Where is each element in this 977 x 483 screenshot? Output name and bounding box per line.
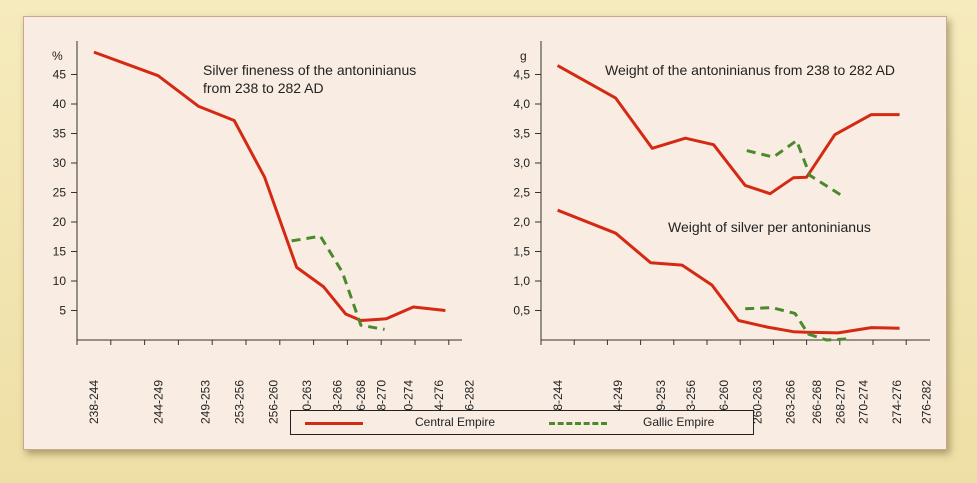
- y-tick-label: 20: [53, 215, 67, 229]
- series-line-2: [746, 139, 843, 197]
- y-tick-label: 45: [53, 68, 67, 82]
- legend: Central Empire Gallic Empire: [290, 410, 754, 435]
- chart-subtitle: Weight of silver per antoninianus: [668, 219, 871, 235]
- legend-central-swatch: [305, 422, 363, 425]
- y-tick-label: 5: [59, 304, 66, 318]
- y-tick-label: 3,0: [513, 156, 530, 170]
- y-tick-label: 10: [53, 274, 67, 288]
- y-tick-label: 3,5: [513, 127, 530, 141]
- y-tick-label: 40: [53, 97, 67, 111]
- chart-title: Silver fineness of the antoninianus: [203, 62, 416, 78]
- chart-1: % 5 10 15 20 25 30 35 40 45 238-244 244-249 249-253 2…: [52, 41, 476, 424]
- y-unit-label: g: [520, 49, 527, 63]
- x-tick-label: 274-276: [890, 380, 904, 424]
- y-tick-label: 25: [53, 186, 67, 200]
- x-tick-label: 268-270: [833, 380, 847, 424]
- y-tick-label: 1,0: [513, 274, 530, 288]
- series-line-3: [557, 208, 900, 335]
- x-tick-label: 249-253: [199, 380, 213, 424]
- legend-central-label: Central Empire: [415, 415, 496, 429]
- x-tick-label: 266-268: [810, 380, 824, 424]
- y-tick-label: 1,5: [513, 245, 530, 259]
- series-line-1: [556, 64, 900, 196]
- x-tick-label: 270-274: [857, 380, 871, 424]
- y-tick-label: 35: [53, 127, 67, 141]
- y-tick-label: 0,5: [513, 304, 530, 318]
- series-line-2: [291, 234, 385, 331]
- x-tick-label: 253-256: [233, 380, 247, 424]
- x-tick-label: 256-260: [266, 380, 280, 424]
- legend-gallic-swatch: [549, 422, 607, 425]
- y-tick-label: 4,0: [513, 97, 530, 111]
- y-unit-label: %: [52, 49, 63, 63]
- x-tick-label: 244-249: [151, 380, 165, 424]
- x-tick-label: 276-282: [920, 380, 934, 424]
- x-tick-label: 263-266: [784, 380, 798, 424]
- chart-title: from 238 to 282 AD: [203, 80, 324, 96]
- series-line-1: [93, 50, 446, 322]
- y-tick-label: 30: [53, 156, 67, 170]
- y-tick-label: 2,5: [513, 186, 530, 200]
- x-tick-label: 238-244: [87, 380, 101, 424]
- chart-title: Weight of the antoninianus from 238 to 2…: [605, 62, 895, 78]
- y-tick-label: 2,0: [513, 215, 530, 229]
- y-tick-label: 4,5: [513, 68, 530, 82]
- legend-gallic-label: Gallic Empire: [643, 415, 715, 429]
- series-line-4: [745, 306, 850, 342]
- y-tick-label: 15: [53, 245, 67, 259]
